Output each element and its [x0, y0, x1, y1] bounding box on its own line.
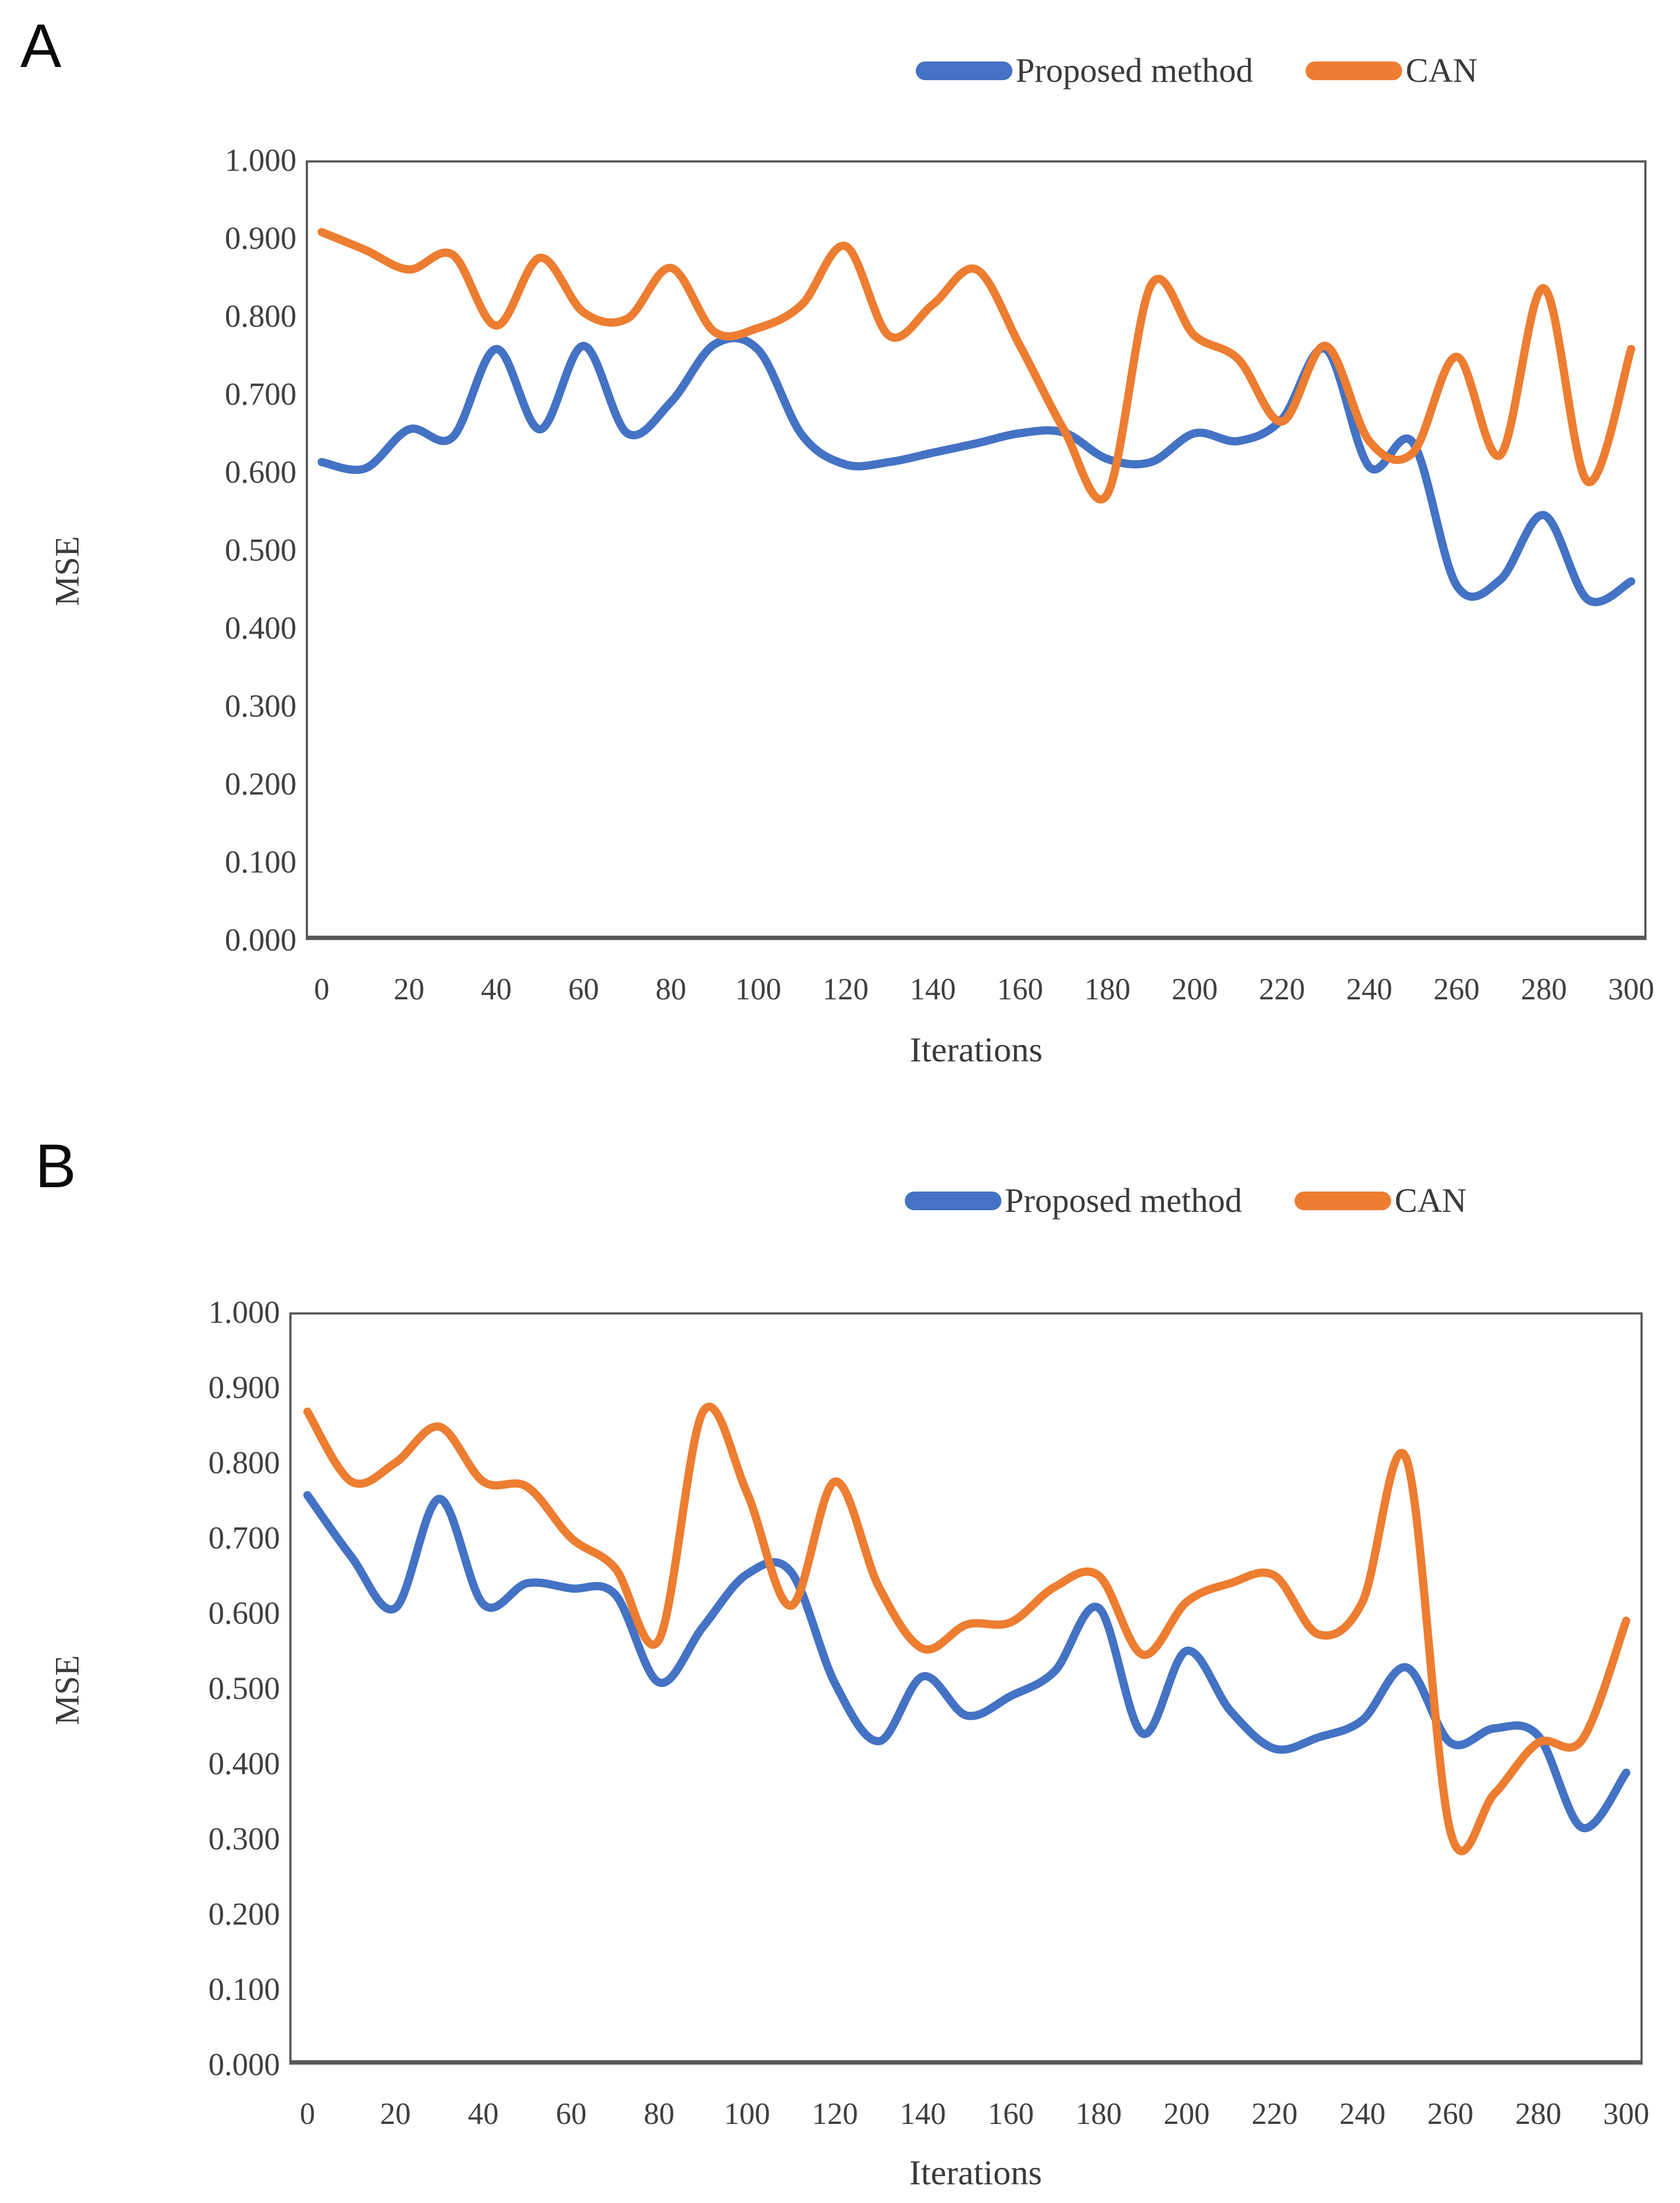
- panel-a-chart: [317, 228, 1636, 606]
- y-tick-label: 0.200: [225, 766, 297, 802]
- panel-b-x-axis-title: Iterations: [909, 2153, 1042, 2192]
- y-tick-label: 0.800: [208, 1445, 281, 1480]
- y-tick-label: 0.300: [208, 1821, 281, 1857]
- y-tick-label: 0.200: [208, 1896, 281, 1932]
- x-tick-label: 280: [1521, 972, 1567, 1007]
- panel-b-plot-frame: [289, 1312, 1643, 2065]
- x-tick-label: 40: [481, 972, 512, 1007]
- x-tick-label: 260: [1433, 972, 1480, 1007]
- proposed-method-line: [317, 334, 1636, 606]
- x-tick-label: 0: [300, 2097, 315, 2131]
- panel-a-plot-frame: [306, 160, 1647, 940]
- panel-a-legend: Proposed method CAN: [916, 52, 1477, 90]
- x-tick-label: 200: [1163, 2097, 1210, 2131]
- x-tick-label: 60: [556, 2097, 587, 2131]
- y-tick-label: 0.700: [225, 376, 297, 412]
- x-tick-label: 40: [468, 2097, 499, 2131]
- x-tick-label: 220: [1251, 2097, 1298, 2131]
- y-tick-label: 0.000: [208, 2047, 281, 2082]
- can-line: [317, 228, 1636, 504]
- y-tick-label: 0.100: [225, 844, 297, 880]
- x-tick-label: 280: [1515, 2097, 1561, 2131]
- y-tick-label: 1.000: [208, 1294, 281, 1330]
- y-tick-label: 0.000: [225, 922, 297, 958]
- proposed-method-legend-swatch: [905, 1192, 1001, 1210]
- proposed-method-legend-swatch: [916, 61, 1012, 80]
- x-tick-label: 80: [656, 972, 686, 1007]
- x-tick-label: 120: [811, 2097, 858, 2131]
- y-tick-label: 0.400: [225, 610, 297, 646]
- x-tick-label: 220: [1259, 972, 1305, 1007]
- y-tick-label: 0.500: [225, 532, 297, 568]
- x-tick-label: 300: [1608, 972, 1654, 1007]
- x-tick-label: 180: [1084, 972, 1130, 1007]
- proposed-method-legend-label: Proposed method: [1005, 1182, 1242, 1220]
- panel-b-letter: B: [35, 1132, 76, 1200]
- x-tick-label: 140: [899, 2097, 946, 2131]
- x-tick-label: 60: [568, 972, 599, 1007]
- y-tick-label: 0.900: [225, 220, 297, 256]
- proposed-method-legend-label: Proposed method: [1016, 52, 1253, 90]
- can-legend-swatch: [1306, 61, 1403, 80]
- proposed-method-line: [303, 1491, 1631, 1832]
- x-tick-label: 300: [1603, 2097, 1649, 2131]
- x-tick-label: 180: [1076, 2097, 1122, 2131]
- y-tick-label: 1.000: [225, 142, 297, 178]
- y-tick-label: 0.500: [208, 1670, 281, 1706]
- x-tick-label: 120: [822, 972, 869, 1007]
- can-legend-swatch: [1295, 1192, 1392, 1210]
- x-tick-label: 80: [643, 2097, 675, 2131]
- y-tick-label: 0.700: [208, 1520, 281, 1556]
- panel-b-y-axis-title: MSE: [49, 1655, 86, 1725]
- panel-b-chart: [303, 1402, 1631, 1855]
- x-tick-label: 140: [910, 972, 956, 1007]
- y-tick-label: 0.600: [225, 454, 297, 490]
- can-legend-label: CAN: [1395, 1182, 1467, 1220]
- x-tick-label: 100: [735, 972, 781, 1007]
- x-tick-label: 260: [1427, 2097, 1474, 2131]
- can-legend-label: CAN: [1405, 52, 1478, 90]
- x-tick-label: 20: [394, 972, 424, 1007]
- x-tick-label: 20: [380, 2097, 411, 2131]
- x-tick-label: 200: [1172, 972, 1218, 1007]
- y-tick-label: 0.900: [208, 1369, 281, 1405]
- y-tick-label: 0.800: [225, 298, 297, 334]
- y-tick-label: 0.600: [208, 1595, 281, 1631]
- x-tick-label: 240: [1339, 2097, 1386, 2131]
- x-tick-label: 0: [314, 972, 329, 1007]
- x-tick-label: 240: [1346, 972, 1392, 1007]
- panel-a-y-axis-title: MSE: [49, 536, 86, 606]
- x-tick-label: 160: [997, 972, 1043, 1007]
- can-line: [303, 1402, 1631, 1855]
- y-tick-label: 0.300: [225, 688, 297, 724]
- y-tick-label: 0.100: [208, 1971, 281, 2007]
- y-tick-label: 0.400: [208, 1746, 281, 1781]
- x-tick-label: 100: [724, 2097, 770, 2131]
- panel-a-x-axis-title: Iterations: [910, 1030, 1043, 1069]
- x-tick-label: 160: [988, 2097, 1034, 2131]
- panel-a-letter: A: [20, 12, 61, 80]
- panel-b-legend: Proposed method CAN: [905, 1182, 1466, 1220]
